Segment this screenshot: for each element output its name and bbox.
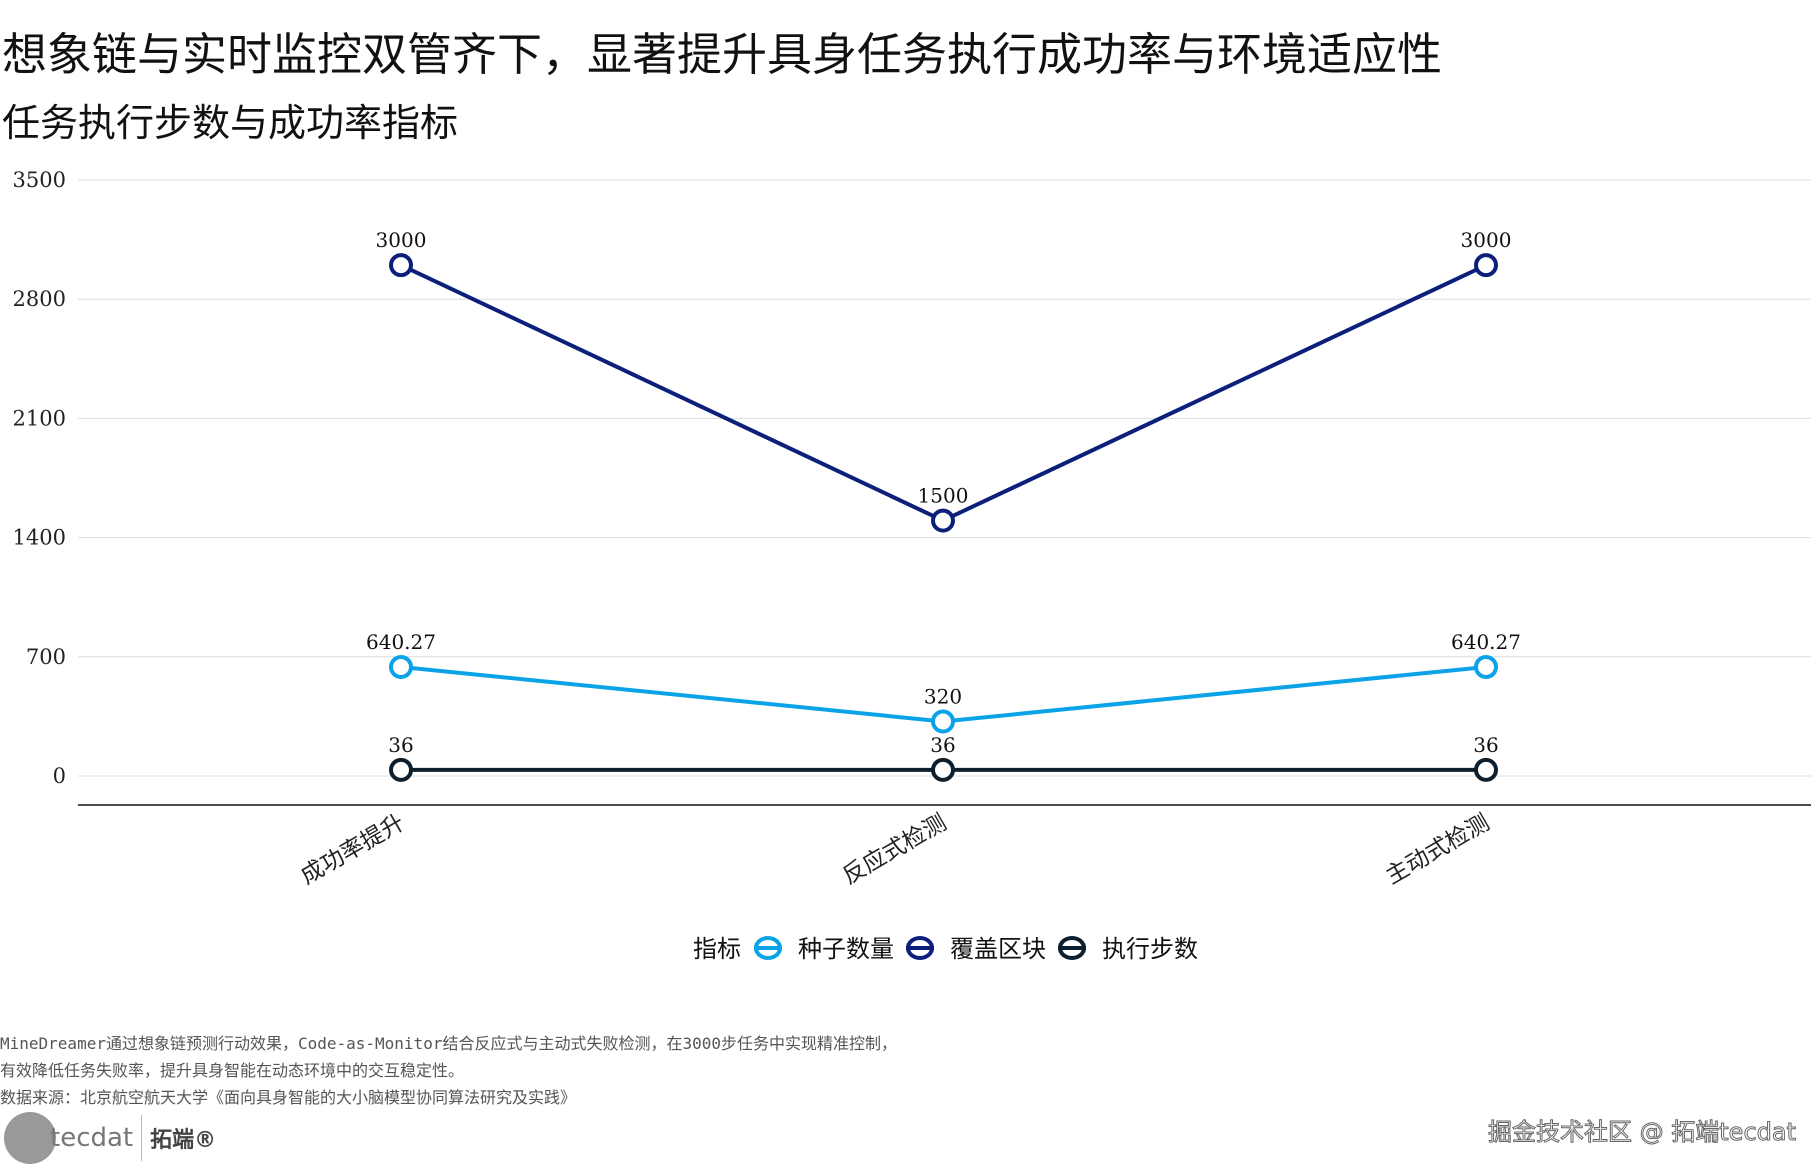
data-point	[1474, 654, 1498, 679]
data-source: 数据来源：北京航空航天大学《面向具身智能的大小脑模型协同算法研究及实践》	[0, 1088, 577, 1107]
data-label: 36	[388, 733, 413, 757]
y-tick-label: 1400	[13, 526, 66, 550]
data-label: 3000	[1461, 228, 1512, 252]
data-point	[931, 757, 955, 782]
data-label: 640.27	[366, 630, 436, 654]
footnote-1: MineDreamer通过想象链预测行动效果，Code-as-Monitor结合…	[0, 1034, 897, 1053]
logo-divider	[141, 1115, 143, 1161]
y-tick-label: 2800	[13, 287, 66, 311]
x-tick-label: 主动式检测	[1381, 810, 1494, 890]
logo-text: tecdat	[50, 1123, 134, 1153]
series-line	[400, 263, 1487, 523]
legend-label: 种子数量	[798, 935, 894, 963]
y-tick-label: 3500	[13, 168, 66, 192]
logo-circle-icon	[4, 1112, 56, 1164]
x-tick-label: 成功率提升	[296, 810, 409, 890]
y-tick-label: 2100	[13, 406, 66, 430]
footnote-2: 有效降低任务失败率，提升具身智能在动态环境中的交互稳定性。	[0, 1061, 465, 1080]
data-point	[389, 757, 413, 782]
chart-subtitle: 任务执行步数与成功率指标	[2, 101, 459, 145]
data-label: 320	[924, 685, 962, 709]
data-label: 36	[1473, 733, 1498, 757]
data-point	[1474, 757, 1498, 782]
data-point	[931, 508, 955, 533]
watermark: 掘金技术社区 @ 拓端tecdat	[1488, 1118, 1797, 1147]
data-label: 36	[930, 733, 955, 757]
y-tick-label: 700	[26, 645, 66, 669]
data-point	[1474, 253, 1498, 278]
data-point	[389, 654, 413, 679]
legend-title: 指标	[693, 935, 741, 963]
chart-title: 想象链与实时监控双管齐下，显著提升具身任务执行成功率与环境适应性	[2, 28, 1443, 81]
legend-label: 覆盖区块	[950, 935, 1046, 963]
logo-cn: 拓端®	[150, 1128, 217, 1153]
data-label: 640.27	[1451, 630, 1521, 654]
data-label: 3000	[376, 228, 427, 252]
legend-label: 执行步数	[1102, 935, 1198, 963]
y-tick-label: 0	[53, 764, 66, 788]
data-label: 1500	[918, 484, 969, 508]
data-point	[389, 253, 413, 278]
data-point	[931, 709, 955, 734]
tecdat-logo: tecdat 拓端®	[4, 1112, 216, 1164]
x-tick-label: 反应式检测	[838, 810, 951, 890]
